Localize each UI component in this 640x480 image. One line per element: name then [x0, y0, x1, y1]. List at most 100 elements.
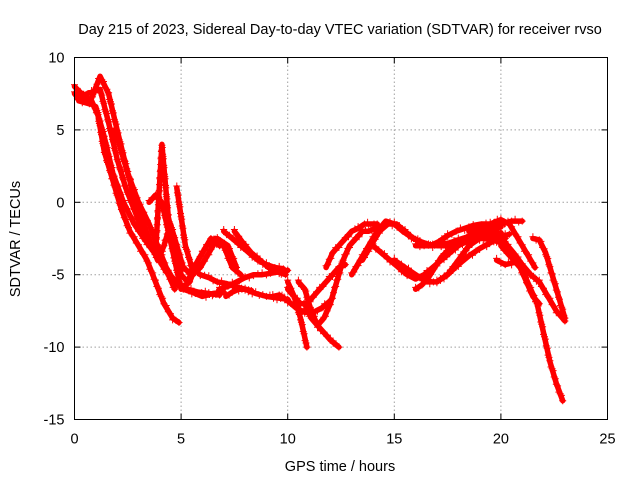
data-point — [228, 278, 236, 286]
data-point — [483, 222, 491, 230]
data-point — [515, 218, 523, 226]
data-point — [273, 266, 281, 274]
data-point — [223, 248, 231, 256]
data-point — [345, 233, 352, 241]
data-point — [114, 182, 122, 190]
data-point — [544, 254, 552, 262]
data-point — [173, 182, 181, 190]
data-point — [549, 367, 557, 375]
data-point — [139, 223, 147, 231]
data-point — [371, 235, 379, 243]
data-point — [290, 292, 298, 300]
data-point — [146, 265, 154, 273]
data-point — [322, 262, 330, 270]
data-point — [365, 247, 373, 255]
data-point — [156, 291, 164, 299]
data-point — [87, 94, 95, 102]
data-point — [194, 258, 202, 266]
data-point — [543, 253, 551, 261]
data-point — [335, 343, 343, 351]
data-point — [108, 100, 115, 108]
data-point — [111, 124, 119, 132]
data-point — [338, 238, 346, 246]
data-point — [326, 334, 334, 342]
data-point — [527, 289, 535, 297]
data-point — [426, 280, 434, 288]
data-point — [521, 273, 529, 280]
data-point — [298, 321, 306, 329]
x-tick-label: 25 — [599, 432, 615, 448]
data-point — [133, 204, 141, 212]
data-point — [213, 278, 221, 286]
series-arc-30 — [269, 291, 334, 317]
x-tick-label: 0 — [70, 432, 78, 448]
data-point — [449, 267, 457, 274]
data-point — [135, 213, 142, 221]
data-point — [157, 292, 165, 300]
data-point — [206, 241, 213, 249]
data-point — [294, 276, 302, 284]
data-point — [154, 284, 162, 292]
data-point — [541, 335, 549, 343]
data-point — [137, 221, 145, 229]
data-point — [452, 227, 460, 235]
data-point — [465, 244, 473, 251]
data-point — [227, 258, 235, 266]
data-point — [152, 276, 159, 284]
data-point — [150, 275, 158, 283]
data-point — [201, 271, 209, 279]
data-point — [178, 215, 186, 223]
data-point — [155, 193, 163, 201]
data-point — [540, 245, 548, 253]
data-point — [161, 259, 169, 267]
data-point — [258, 269, 266, 277]
data-point — [542, 251, 550, 259]
data-point — [126, 175, 134, 183]
data-point — [300, 330, 308, 338]
data-point — [101, 84, 109, 92]
data-point — [554, 382, 562, 390]
data-point — [205, 251, 213, 259]
data-point — [114, 139, 122, 147]
data-point — [220, 226, 228, 233]
data-point — [561, 314, 569, 322]
data-point — [309, 293, 317, 301]
data-point — [211, 235, 219, 243]
data-point — [546, 294, 554, 302]
data-point — [250, 272, 258, 280]
data-point — [135, 241, 142, 249]
data-point — [98, 91, 106, 99]
data-point — [412, 273, 420, 280]
data-point — [337, 264, 345, 271]
data-point — [108, 164, 116, 171]
data-point — [344, 245, 352, 252]
data-point — [420, 271, 428, 279]
data-point — [420, 242, 428, 250]
data-point — [454, 239, 462, 247]
data-point — [323, 307, 331, 315]
data-point — [367, 222, 375, 230]
data-point — [484, 228, 492, 236]
data-point — [235, 287, 243, 295]
data-point — [313, 288, 320, 296]
data-point — [163, 223, 171, 231]
data-point — [365, 226, 373, 233]
data-point — [92, 86, 99, 94]
data-point — [433, 241, 441, 249]
data-point — [429, 244, 437, 251]
data-point — [119, 150, 126, 158]
data-point — [213, 288, 221, 296]
series-arc-7 — [145, 191, 245, 292]
data-point — [465, 226, 473, 233]
data-point — [221, 246, 229, 254]
data-point — [125, 211, 133, 219]
data-point — [535, 276, 543, 284]
data-point — [545, 353, 553, 361]
data-point — [546, 357, 554, 365]
data-point — [131, 195, 139, 203]
data-point — [338, 258, 346, 266]
data-point — [269, 265, 277, 273]
data-point — [414, 235, 422, 243]
data-point — [272, 293, 280, 301]
series-arc-29 — [497, 240, 543, 308]
